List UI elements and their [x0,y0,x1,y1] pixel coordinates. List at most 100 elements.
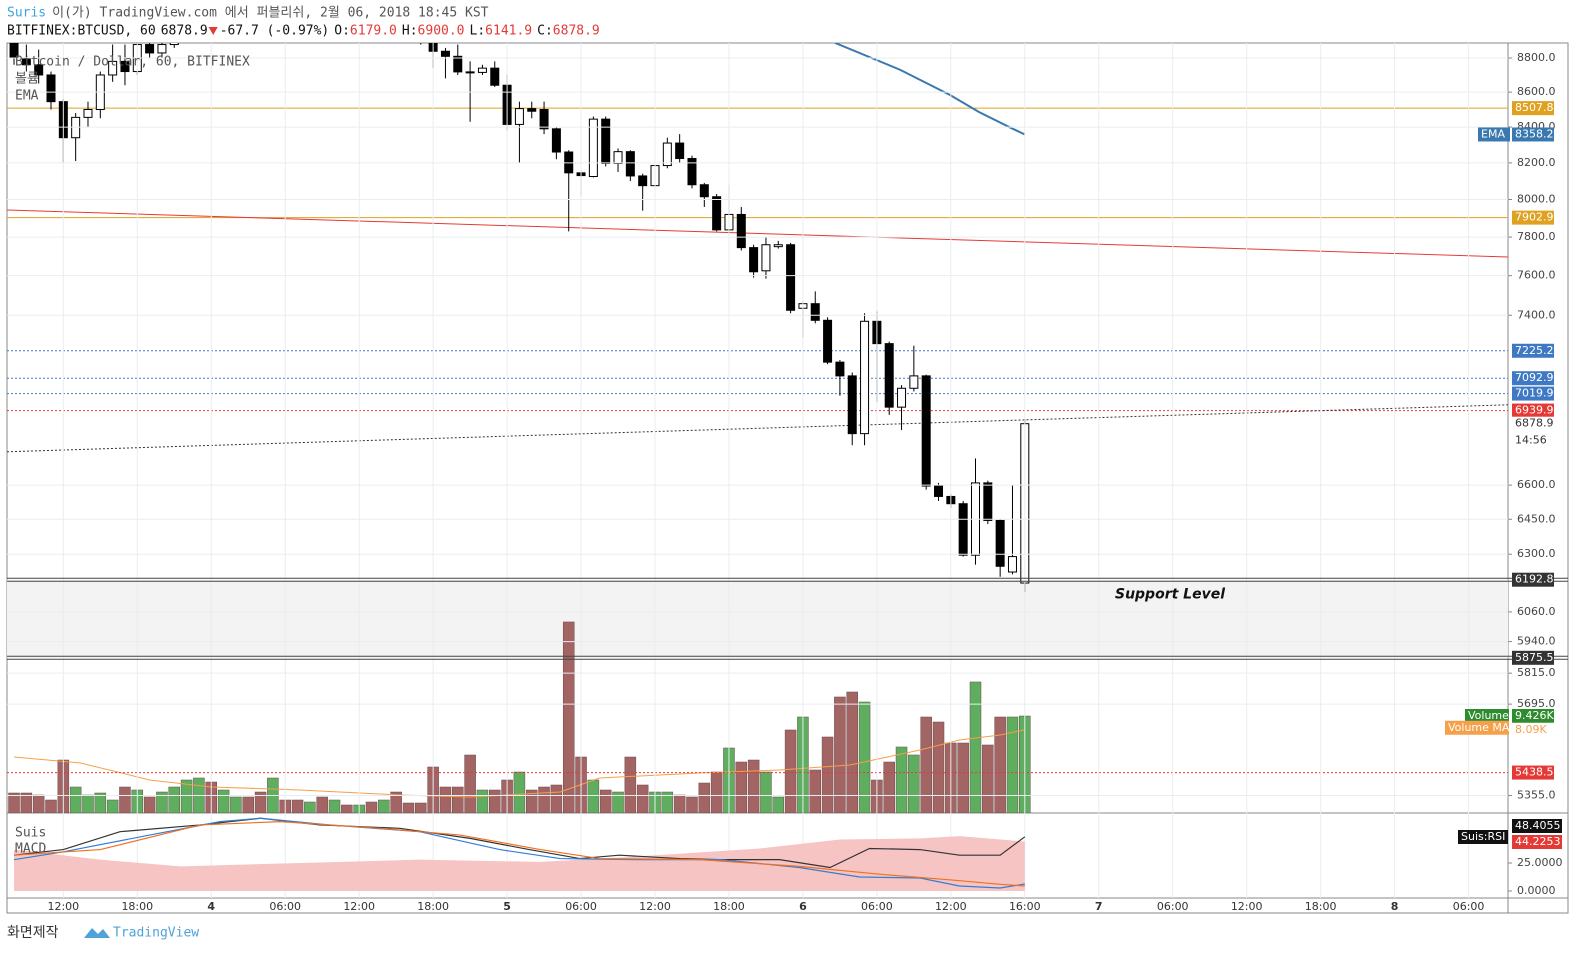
candle-body [774,245,782,247]
volume-value-label: 9.426K [1515,709,1554,722]
y-tick-label: 7800.0 [1517,230,1556,243]
y-tick-label: 6060.0 [1517,605,1556,618]
zone-label: Support Level [1115,587,1225,603]
candle-body [885,344,893,408]
candle-body [922,376,930,486]
volume-bar [810,770,821,813]
candle-body [676,143,684,158]
x-tick-label: 06:00 [1157,900,1189,913]
volume-bar [119,787,130,813]
volume-bar [539,787,550,813]
volume-bar [415,803,426,813]
x-tick-label: 18:00 [417,900,449,913]
y-tick-label: 7600.0 [1517,269,1556,282]
header-text: C: [537,24,553,39]
candle-body [540,109,548,128]
x-tick-label: 12:00 [639,900,671,913]
footer-caption: 화면제작 [7,925,59,941]
candle-body [589,119,597,176]
candle-body [996,520,1004,566]
candle-body [935,486,943,496]
candle-body [737,214,745,247]
volume-bar [859,702,870,813]
volume-bar [477,790,488,813]
volume-bar [933,722,944,813]
x-tick-label: 06:00 [269,900,301,913]
volume-bar [822,737,833,813]
x-tick-label: 7 [1095,900,1103,913]
x-tick-label: 4 [207,900,215,913]
x-tick-label: 06:00 [861,900,893,913]
countdown-label: 14:56 [1515,434,1547,447]
x-tick-label: 06:00 [1453,900,1485,913]
candle-body [700,185,708,197]
volume-bar [686,797,697,813]
candle-body [898,388,906,407]
indicator-value-label: 44.2253 [1515,835,1561,848]
footer-brand: TradingView [113,926,199,941]
header-text: 6878.9 [161,24,208,39]
candle-body [158,45,166,53]
legend-text: MACD [15,842,46,857]
volume-bar [785,730,796,813]
level-label: 8507.8 [1515,101,1554,114]
volume-bar [70,787,81,813]
candle-body [515,109,523,125]
header-text: BITFINEX:BTCUSD, 60 [7,24,156,39]
volume-bar [563,622,574,813]
volume-bar [304,802,315,813]
candle-body [478,68,486,72]
volume-bar [908,755,919,813]
candle-body [528,109,536,112]
x-tick-label: 18:00 [121,900,153,913]
volume-bar [896,747,907,813]
volume-bar [514,772,525,813]
candle-body [626,152,634,176]
candle-body [84,109,92,117]
volume-bar [711,772,722,813]
candle-body [552,129,560,152]
x-tick-label: 06:00 [565,900,597,913]
header-text: L: [470,24,486,39]
x-tick-label: 8 [1391,900,1399,913]
volume-bar [736,762,747,813]
volume-bar [403,803,414,813]
level-label: 7092.9 [1515,371,1554,384]
candle-body [848,376,856,434]
x-tick-label: 12:00 [1231,900,1263,913]
candle-body [639,176,647,186]
volume-ma-name-label: Volume MA [1448,721,1510,734]
volume-bar [600,790,611,813]
x-tick-label: 6 [799,900,807,913]
volume-bar [465,755,476,813]
volume-bar [625,757,636,813]
candle-body [663,143,671,166]
legend-text: 볼륨 [15,72,39,87]
header-text: Suris [7,6,46,21]
y-tick-label: 6300.0 [1517,547,1556,560]
candle-body [959,504,967,555]
volume-bar [760,772,771,813]
volume-bar [995,717,1006,813]
candle-body [750,248,758,272]
volume-bar [970,682,981,813]
level-label: 6939.9 [1515,404,1554,417]
volume-bar [440,787,451,813]
x-tick-label: 16:00 [1009,900,1041,913]
indicator-value-label: 48.4055 [1515,819,1561,832]
header-text: 6141.9 [485,24,532,39]
x-tick-label: 12:00 [47,900,79,913]
volume-bar [773,797,784,813]
candle-body [47,75,55,102]
candle-body [614,152,622,164]
volume-bar [588,780,599,813]
volume-ma-value-label: 8.09K [1515,723,1547,736]
header-text: H: [402,24,418,39]
x-tick-label: 12:00 [343,900,375,913]
y-tick-label: 8000.0 [1517,193,1556,206]
x-tick-label: 18:00 [713,900,745,913]
candle-body [762,245,770,271]
y-tick-label: 8800.0 [1517,51,1556,64]
candle-body [602,119,610,163]
